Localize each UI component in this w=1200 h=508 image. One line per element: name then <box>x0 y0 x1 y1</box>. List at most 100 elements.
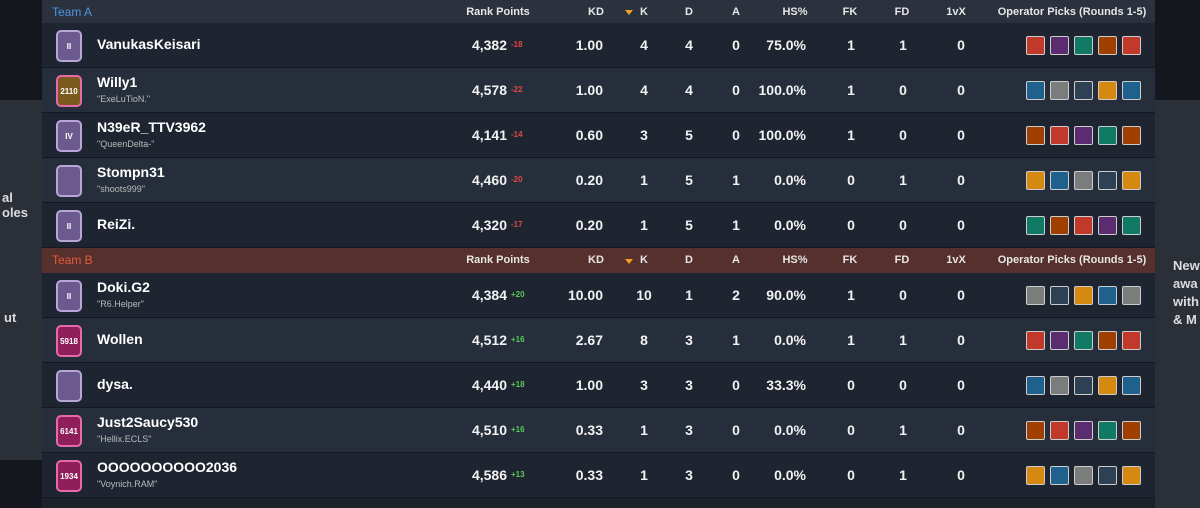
player-subtitle: "R6.Helper" <box>97 299 144 309</box>
stat-a: 0 <box>732 467 740 483</box>
stat-d: 5 <box>685 217 693 233</box>
stat-k: 1 <box>640 217 648 233</box>
stat-d: 4 <box>685 82 693 98</box>
operator-icon <box>1050 81 1069 100</box>
column-header: Rank Points <box>466 254 530 266</box>
player-name: Just2Saucy530 <box>97 414 199 430</box>
operator-icon <box>1074 466 1093 485</box>
stat-hs: 0.0% <box>774 467 806 483</box>
column-header: FD <box>894 6 910 18</box>
operator-icon <box>1050 331 1069 350</box>
stat-fd: 0 <box>899 287 907 303</box>
rank-delta: -20 <box>511 175 523 184</box>
stat-onevx: 0 <box>957 172 965 188</box>
stat-fd: 1 <box>899 332 907 348</box>
stat-d: 3 <box>685 332 693 348</box>
stat-fk: 0 <box>847 467 855 483</box>
stat-hs: 90.0% <box>766 287 806 303</box>
stat-kd: 1.00 <box>575 377 603 393</box>
operator-icon <box>1122 126 1141 145</box>
stat-kd: 0.60 <box>575 127 603 143</box>
player-subtitle: "QueenDelta-" <box>97 139 155 149</box>
operator-icon <box>1074 286 1093 305</box>
sort-arrow <box>625 9 633 15</box>
player-row: IV N39eR_TTV3962 "QueenDelta-" 4,141 -14 0.60… <box>42 113 1155 158</box>
stat-fd: 1 <box>899 172 907 188</box>
rank-delta: -14 <box>511 130 523 139</box>
stat-k: 1 <box>640 422 648 438</box>
column-header: Operator Picks (Rounds 1-5) <box>997 254 1147 266</box>
operator-icon <box>1122 286 1141 305</box>
player-row: Stompn31 "shoots999" 4,460 -20 0.20 1 5 1 0.0% 0 1… <box>42 158 1155 203</box>
stat-a: 0 <box>732 377 740 393</box>
stat-a: 1 <box>732 172 740 188</box>
operator-icon <box>1122 81 1141 100</box>
rank-points: 4,320 <box>471 217 507 233</box>
rank-delta: -18 <box>511 40 523 49</box>
stat-fd: 0 <box>899 217 907 233</box>
player-row: 5918 Wollen 4,512 +16 2.67 8 3 1 0.0% 1 1 0 <box>42 318 1155 363</box>
column-header: KD <box>588 6 604 18</box>
operator-icon <box>1098 376 1117 395</box>
stat-hs: 100.0% <box>758 82 806 98</box>
player-name: N39eR_TTV3962 <box>97 119 206 135</box>
stat-kd: 2.67 <box>575 332 603 348</box>
operator-icon <box>1098 331 1117 350</box>
stat-d: 3 <box>685 467 693 483</box>
team-header: Team B Rank Points KD K D A HS% FK FD 1vX Operator… <box>42 248 1155 273</box>
player-subtitle: "Voynich.RAM" <box>97 479 158 489</box>
operator-icon <box>1026 171 1045 190</box>
player-subtitle: "ExeLuTioN." <box>97 94 151 104</box>
operator-icon <box>1074 331 1093 350</box>
rank-delta: -22 <box>511 85 523 94</box>
operator-icon <box>1074 376 1093 395</box>
rank-delta: +16 <box>511 335 525 344</box>
player-row: 6141 Just2Saucy530 "Hellix.ECLS" 4,510 +16 0.… <box>42 408 1155 453</box>
operator-icon <box>1026 331 1045 350</box>
stat-kd: 10.00 <box>567 287 603 303</box>
team-name: Team B <box>52 253 93 267</box>
stat-onevx: 0 <box>957 377 965 393</box>
rank-badge: II <box>56 280 82 312</box>
stat-fk: 0 <box>847 217 855 233</box>
operator-icon <box>1122 216 1141 235</box>
side-ad-right: New awa with & M <box>1155 100 1200 508</box>
operator-icon <box>1098 286 1117 305</box>
player-row: II ReiZi. 4,320 -17 0.20 1 5 1 0.0% 0 0 0 <box>42 203 1155 248</box>
operator-icon <box>1050 36 1069 55</box>
rank-points: 4,586 <box>471 467 507 483</box>
player-subtitle: "shoots999" <box>97 184 145 194</box>
stat-onevx: 0 <box>957 332 965 348</box>
stat-fk: 1 <box>847 127 855 143</box>
operator-icon <box>1098 171 1117 190</box>
ad-text: ut <box>4 310 17 325</box>
sort-arrow <box>625 258 633 264</box>
operator-icon <box>1098 81 1117 100</box>
rank-delta: +18 <box>511 380 525 389</box>
stat-k: 3 <box>640 377 648 393</box>
stat-fd: 1 <box>899 422 907 438</box>
stat-d: 3 <box>685 422 693 438</box>
column-header: KD <box>588 254 604 266</box>
operator-icon <box>1026 286 1045 305</box>
stat-fd: 0 <box>899 377 907 393</box>
player-row: 2110 Willy1 "ExeLuTioN." 4,578 -22 1.00 4 4 0 100… <box>42 68 1155 113</box>
stat-d: 5 <box>685 127 693 143</box>
operator-icon <box>1098 216 1117 235</box>
rank-badge <box>56 370 82 402</box>
player-name: dysa. <box>97 376 133 392</box>
operator-icon <box>1098 36 1117 55</box>
stat-onevx: 0 <box>957 422 965 438</box>
stat-onevx: 0 <box>957 37 965 53</box>
stat-d: 3 <box>685 377 693 393</box>
column-header: HS% <box>782 254 808 266</box>
operator-icon <box>1074 171 1093 190</box>
rank-delta: +13 <box>511 470 525 479</box>
operator-icon <box>1122 36 1141 55</box>
rank-points: 4,440 <box>471 377 507 393</box>
rank-badge: 2110 <box>56 75 82 107</box>
operator-icon <box>1026 216 1045 235</box>
column-header: HS% <box>782 6 808 18</box>
operator-icon <box>1098 126 1117 145</box>
